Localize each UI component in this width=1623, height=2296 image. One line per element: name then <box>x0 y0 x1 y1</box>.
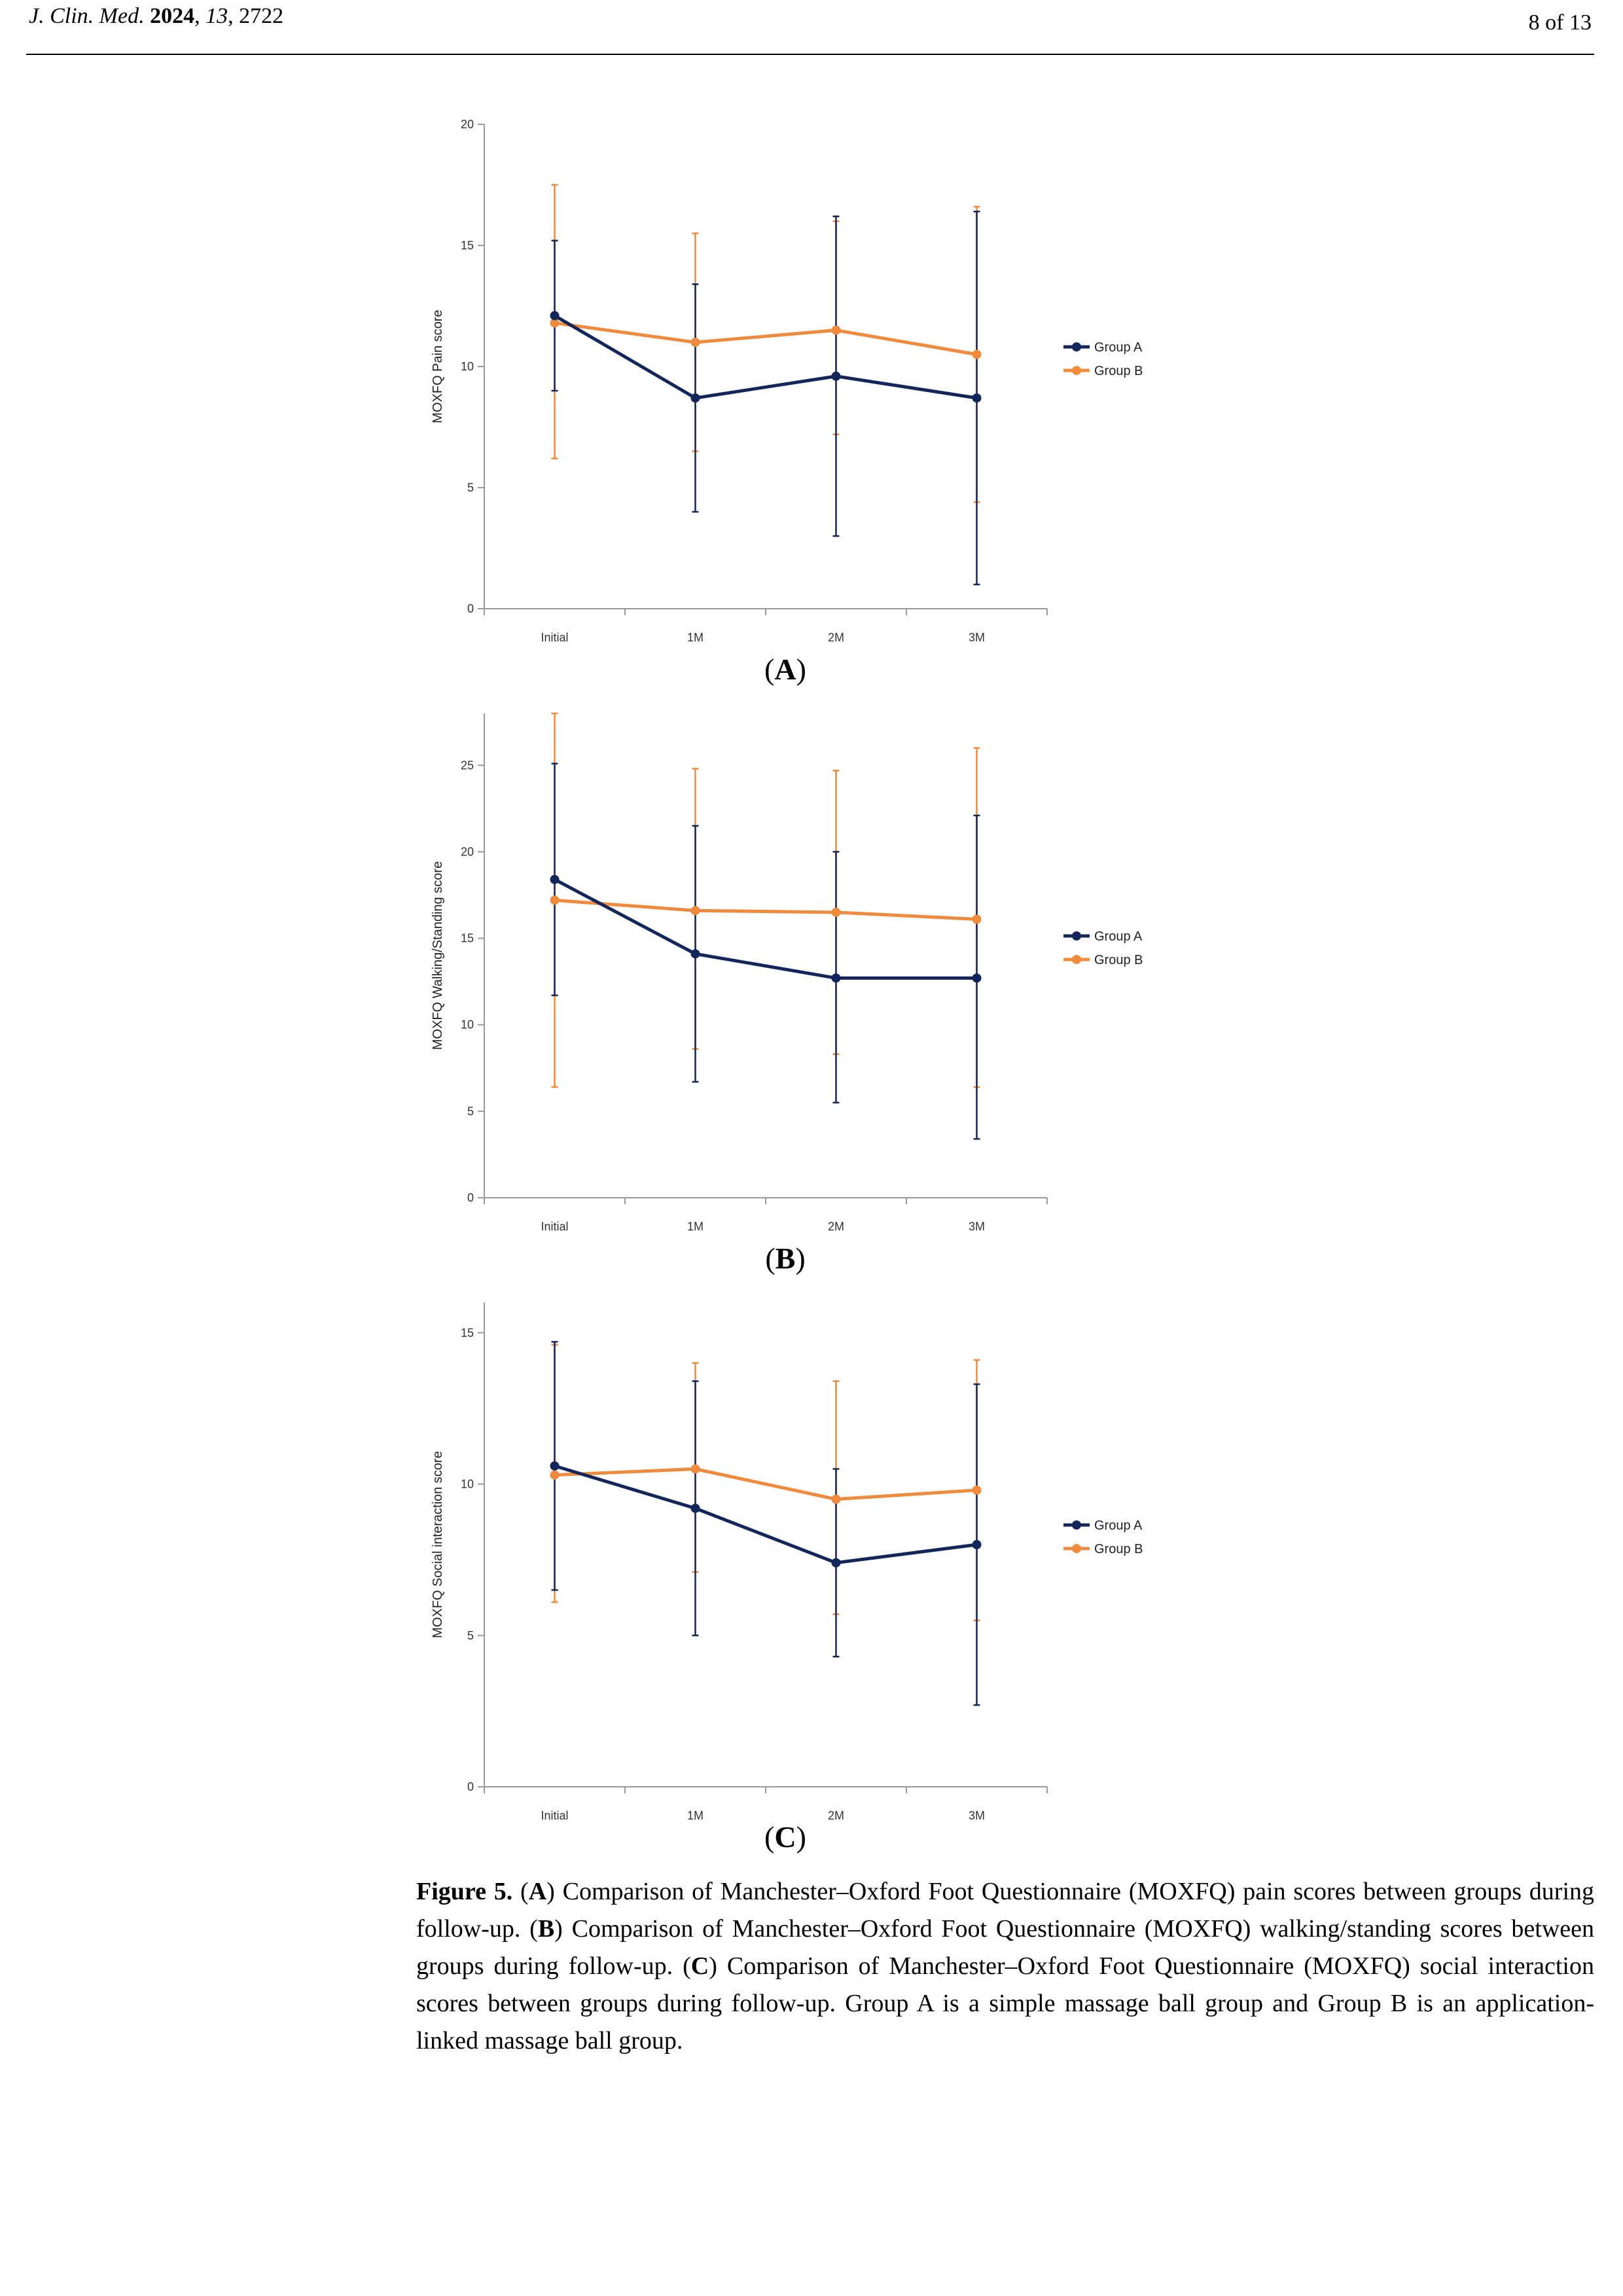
y-tick-label: 10 <box>461 360 474 373</box>
data-point <box>831 1558 841 1568</box>
series-line <box>554 1464 977 1565</box>
x-tick-label: 2M <box>828 1809 844 1822</box>
data-point <box>690 949 700 959</box>
legend-label: Group B <box>1094 1542 1143 1556</box>
y-tick-label: 20 <box>461 845 474 858</box>
data-point <box>550 874 560 884</box>
journal-volume: 13 <box>205 4 228 28</box>
y-axis-label: MOXFQ Walking/Standing score <box>431 861 445 1050</box>
y-axis-label: MOXFQ Social interaction score <box>431 1451 445 1638</box>
x-tick-label: Initial <box>541 1809 568 1822</box>
legend-label: Group A <box>1094 340 1143 355</box>
y-tick-label: 25 <box>461 759 474 772</box>
caption-letter-c: C <box>690 1952 709 1980</box>
legend-marker <box>1072 931 1081 941</box>
y-tick-label: 15 <box>461 932 474 945</box>
data-point <box>550 311 560 321</box>
data-point <box>831 973 841 983</box>
data-point <box>690 1503 700 1513</box>
legend-marker <box>1072 1520 1081 1530</box>
x-tick-label: 1M <box>687 631 704 644</box>
x-tick-label: 3M <box>969 631 985 644</box>
data-point <box>972 1485 982 1495</box>
page-header: J. Clin. Med. 2024, 13, 2722 8 of 13 <box>26 0 1594 55</box>
panel-label-b: (B) <box>765 1242 806 1275</box>
journal-citation: J. Clin. Med. 2024, 13, 2722 <box>29 4 284 28</box>
legend-marker <box>1072 955 1081 964</box>
data-point <box>550 1461 560 1471</box>
y-tick-label: 5 <box>467 481 474 494</box>
journal-abbrev: J. Clin. Med. <box>29 4 145 28</box>
y-tick-label: 10 <box>461 1478 474 1491</box>
y-tick-label: 10 <box>461 1018 474 1031</box>
y-tick-label: 5 <box>467 1105 474 1118</box>
x-tick-label: 2M <box>828 631 844 644</box>
legend-marker <box>1072 1544 1081 1553</box>
y-tick-label: 15 <box>461 239 474 252</box>
data-point <box>831 907 841 917</box>
figure-caption: Figure 5. (A) Comparison of Manchester–O… <box>416 1878 1594 2054</box>
x-tick-label: Initial <box>541 631 568 644</box>
y-tick-label: 0 <box>467 1191 474 1204</box>
series-line <box>554 1467 977 1501</box>
series-line <box>554 898 977 921</box>
panel-label-c: (C) <box>764 1820 806 1854</box>
data-point <box>690 338 700 347</box>
chart-c: 0 5 10 15 Initial 1M 2M 3M MOXFQ Social interact… <box>431 1302 1143 1822</box>
data-point <box>690 393 700 403</box>
y-tick-label: 5 <box>467 1629 474 1642</box>
legend-marker <box>1072 342 1081 351</box>
data-point <box>972 973 982 983</box>
legend-marker <box>1072 366 1081 375</box>
chart-b: 0 5 10 15 20 25 Initial 1M 2M 3M MOXFQ Walking/Sta… <box>431 712 1143 1233</box>
y-tick-label: 0 <box>467 602 474 615</box>
data-point <box>831 1494 841 1504</box>
data-point <box>831 371 841 381</box>
y-tick-label: 20 <box>461 118 474 131</box>
data-point <box>550 895 560 905</box>
x-tick-label: 1M <box>687 1809 704 1822</box>
article-number: 2722 <box>239 4 284 28</box>
y-axis-label: MOXFQ Pain score <box>431 310 445 423</box>
panel-label-a: (A) <box>764 653 806 686</box>
data-point <box>550 318 560 328</box>
caption-text-c: ) Comparison of Manchester–Oxford Foot Q… <box>416 1952 1594 2054</box>
y-tick-label: 0 <box>467 1780 474 1793</box>
data-point <box>690 906 700 916</box>
data-point <box>972 350 982 359</box>
caption-text-a: ) Comparison of Manchester–Oxford Foot Q… <box>416 1878 1594 1943</box>
caption-letter-b: B <box>537 1915 555 1943</box>
data-point <box>972 1540 982 1549</box>
legend-label: Group A <box>1094 1518 1143 1533</box>
caption-text-b: ) Comparison of Manchester–Oxford Foot Q… <box>416 1915 1594 1980</box>
legend-label: Group A <box>1094 929 1143 944</box>
legend-label: Group B <box>1094 953 1143 967</box>
y-tick-label: 15 <box>461 1326 474 1339</box>
x-tick-label: 3M <box>969 1220 985 1233</box>
x-tick-label: 3M <box>969 1809 985 1822</box>
series-line <box>554 321 977 356</box>
page-number: 8 of 13 <box>1528 10 1592 35</box>
legend-label: Group B <box>1094 364 1143 378</box>
data-point <box>690 1464 700 1474</box>
x-tick-label: 1M <box>687 1220 704 1233</box>
x-tick-label: 2M <box>828 1220 844 1233</box>
data-point <box>550 1470 560 1480</box>
chart-a: 0 5 10 15 20 Initial 1M 2M 3M MOXFQ Pain score Gro… <box>431 118 1143 644</box>
data-point <box>972 393 982 403</box>
series-line <box>554 314 977 400</box>
journal-year: 2024 <box>150 4 195 28</box>
data-point <box>831 325 841 335</box>
x-tick-label: Initial <box>541 1220 568 1233</box>
data-point <box>972 914 982 924</box>
caption-letter-a: A <box>528 1878 547 1905</box>
series-line <box>554 878 977 980</box>
figure-label: Figure 5. <box>416 1878 513 1905</box>
